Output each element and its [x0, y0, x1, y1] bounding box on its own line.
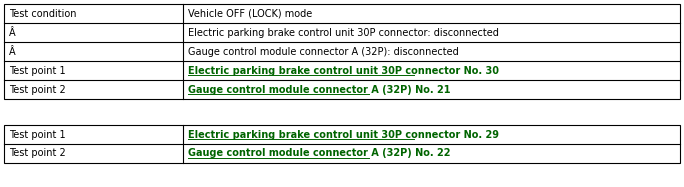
Text: Test point 2: Test point 2 — [9, 85, 66, 94]
Text: Electric parking brake control unit 30P connector No. 29: Electric parking brake control unit 30P … — [188, 130, 499, 140]
Text: Test point 1: Test point 1 — [9, 130, 66, 140]
Text: Electric parking brake control unit 30P connector No. 30: Electric parking brake control unit 30P … — [188, 65, 499, 76]
Text: Test point 2: Test point 2 — [9, 148, 66, 159]
Text: Test point 1: Test point 1 — [9, 65, 66, 76]
Text: Test condition: Test condition — [9, 8, 77, 19]
Text: Gauge control module connector A (32P) No. 22: Gauge control module connector A (32P) N… — [188, 148, 451, 159]
Text: Â: Â — [9, 27, 16, 38]
Text: Gauge control module connector A (32P) No. 21: Gauge control module connector A (32P) N… — [188, 85, 451, 94]
Bar — [4, 4, 680, 99]
Bar — [4, 125, 680, 163]
Text: Â: Â — [9, 47, 16, 56]
Text: Gauge control module connector A (32P): disconnected: Gauge control module connector A (32P): … — [188, 47, 459, 56]
Text: Vehicle OFF (LOCK) mode: Vehicle OFF (LOCK) mode — [188, 8, 313, 19]
Text: Electric parking brake control unit 30P connector: disconnected: Electric parking brake control unit 30P … — [188, 27, 499, 38]
